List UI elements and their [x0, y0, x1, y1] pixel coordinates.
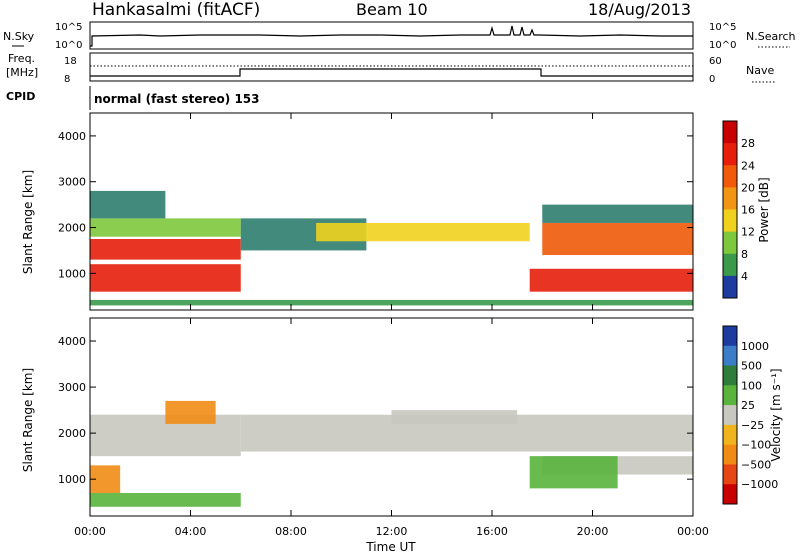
power-colorbar-label: Power [dB]: [757, 177, 771, 242]
velocity-ytick-label: 4000: [58, 335, 86, 348]
velocity-colorbar-tick-label: 500: [741, 360, 762, 373]
nave-tick-low: 0: [709, 74, 715, 85]
velocity-colorbar-tick-label: −1000: [741, 478, 778, 491]
nsky-tick-high: 10^5: [55, 22, 82, 33]
power-ylabel: Slant Range [km]: [21, 170, 35, 274]
time-tick-label: 00:00: [677, 525, 709, 538]
power-colorbar-swatch: [723, 143, 737, 166]
cpid-label: CPID: [6, 90, 35, 103]
velocity-ytick-label: 2000: [58, 427, 86, 440]
time-tick-label: 08:00: [275, 525, 307, 538]
power-colorbar-swatch: [723, 187, 737, 210]
nsky-tick-low: 10^0: [55, 40, 82, 51]
station-title: Hankasalmi (fitACF): [92, 0, 260, 20]
cpid-mode-text: normal (fast stereo) 153: [94, 92, 260, 106]
velocity-colorbar: 1000 500 100 25 −25 −100 −500 −1000: [722, 325, 778, 505]
velocity-ytick-label: 1000: [58, 473, 86, 486]
power-band: [90, 264, 241, 292]
velocity-panel: 1000 2000 3000 4000 Slant Range [km] 00:00 0…: [21, 113, 783, 554]
velocity-band: [391, 410, 518, 424]
power-colorbar-swatch: [723, 275, 737, 299]
cpid-row: CPID normal (fast stereo) 153: [6, 86, 260, 110]
nsky-label: N.Sky: [3, 30, 35, 43]
power-colorbar-swatch: [723, 231, 737, 255]
power-colorbar-swatch: [723, 253, 737, 277]
power-colorbar-swatch: [723, 121, 737, 144]
power-band: [90, 190, 166, 219]
power-band: [90, 299, 693, 306]
velocity-colorbar-tick-label: 100: [741, 379, 762, 392]
freq-tick-low: 8: [64, 74, 70, 85]
power-colorbar-tick-label: 28: [741, 137, 755, 150]
time-tick-label: 12:00: [376, 525, 408, 538]
time-tick-label: 20:00: [577, 525, 609, 538]
power-colorbar-tick-label: 4: [741, 270, 748, 283]
beam-title: Beam 10: [356, 0, 428, 19]
power-colorbar-tick-label: 16: [741, 204, 755, 217]
power-band: [316, 222, 530, 242]
velocity-colorbar-swatch: [723, 484, 737, 505]
power-colorbar-tick-label: 8: [741, 248, 748, 261]
power-ytick-label: 3000: [58, 176, 86, 189]
date-title: 18/Aug/2013: [588, 0, 691, 19]
power-band: [542, 222, 693, 256]
velocity-heatmap: [90, 400, 693, 507]
velocity-ytick-label: 3000: [58, 381, 86, 394]
velocity-colorbar-tick-label: 1000: [741, 340, 769, 353]
nsearch-tick-low: 10^0: [709, 40, 736, 51]
velocity-colorbar-swatch: [723, 405, 737, 426]
freq-label: Freq.: [8, 52, 35, 65]
velocity-band: [529, 456, 618, 489]
velocity-colorbar-tick-label: −500: [741, 458, 771, 471]
nave-tick-high: 60: [709, 56, 722, 67]
velocity-colorbar-tick-label: −100: [741, 439, 771, 452]
velocity-colorbar-swatch: [723, 365, 737, 386]
power-ytick-label: 2000: [58, 222, 86, 235]
power-colorbar-tick-label: 20: [741, 181, 755, 194]
freq-tick-high: 18: [64, 56, 77, 67]
power-colorbar-tick-label: 24: [741, 159, 755, 172]
power-panel: 1000 2000 3000 4000 Slant Range [km] 4 8 12 16…: [21, 112, 771, 311]
power-band: [542, 204, 693, 223]
velocity-colorbar-swatch: [723, 345, 737, 367]
power-ytick-label: 1000: [58, 267, 86, 280]
velocity-colorbar-swatch: [723, 385, 737, 406]
velocity-colorbar-swatch: [723, 444, 737, 465]
noise-panel: N.Sky 10^5 10^0 10^5 10^0 N.Search: [3, 21, 796, 51]
power-ytick-label: 4000: [58, 130, 86, 143]
power-colorbar-swatch: [723, 165, 737, 188]
nsearch-label: N.Search: [746, 30, 796, 43]
time-tick-label: 16:00: [476, 525, 508, 538]
velocity-colorbar-swatch: [723, 464, 737, 485]
time-xlabel: Time UT: [365, 540, 416, 554]
velocity-band: [165, 400, 216, 424]
velocity-colorbar-swatch: [723, 326, 737, 347]
time-tick-label: 00:00: [74, 525, 106, 538]
velocity-colorbar-tick-label: 25: [741, 399, 755, 412]
time-tick-label: 04:00: [175, 525, 207, 538]
freq-panel: Freq. [MHz] 18 8 60 0 Nave: [6, 52, 775, 85]
velocity-colorbar-tick-label: −25: [741, 419, 764, 432]
velocity-ylabel: Slant Range [km]: [21, 368, 35, 472]
power-band: [90, 218, 241, 237]
power-colorbar-tick-label: 12: [741, 226, 755, 239]
velocity-colorbar-label: Velocity [m s⁻¹]: [769, 368, 783, 461]
freq-unit-label: [MHz]: [6, 66, 38, 79]
power-heatmap: [90, 190, 693, 306]
power-band: [90, 238, 241, 260]
nsearch-tick-high: 10^5: [709, 22, 736, 33]
power-colorbar: 4 8 12 16 20 24 28: [722, 120, 755, 299]
freq-trace: [90, 68, 693, 77]
velocity-colorbar-swatch: [723, 424, 737, 446]
velocity-band: [90, 492, 241, 507]
nsky-trace: [90, 25, 693, 47]
nave-label: Nave: [746, 64, 774, 77]
power-band: [529, 268, 693, 292]
power-colorbar-swatch: [723, 209, 737, 233]
